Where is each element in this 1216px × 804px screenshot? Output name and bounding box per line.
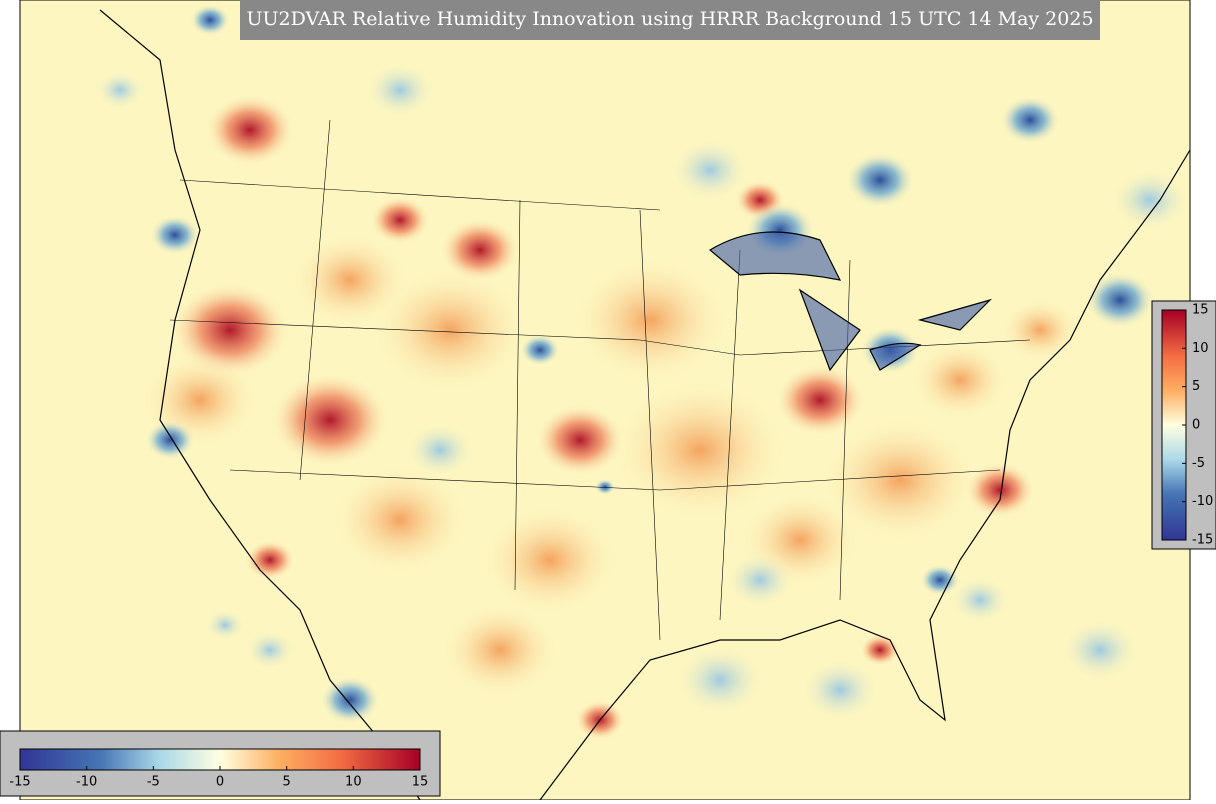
- field-blob: [725, 552, 795, 608]
- field-blob: [1060, 618, 1140, 682]
- field-blob: [245, 540, 295, 580]
- field-blob: [320, 676, 380, 724]
- state-lines: [169, 119, 1031, 641]
- innovation-field: [95, 4, 1190, 740]
- field-blob: [1085, 272, 1155, 328]
- east-coastline: [539, 149, 1191, 801]
- field-blob: [150, 215, 200, 255]
- colorbar-tick-label: 0: [1192, 418, 1200, 433]
- field-blob: [440, 218, 520, 282]
- field-blob: [800, 658, 880, 722]
- title-box: [240, 0, 1100, 40]
- boundaries: [99, 9, 1191, 801]
- field-blob: [370, 196, 430, 244]
- field-blob: [330, 464, 470, 576]
- field-blob: [440, 602, 560, 698]
- great-lakes: [708, 231, 993, 372]
- colorbar-tick-label: 10: [1192, 341, 1209, 356]
- colorbar-tick-label: 15: [1192, 303, 1209, 318]
- map-title: UU2DVAR Relative Humidity Innovation usi…: [246, 8, 1093, 30]
- field-blob: [860, 634, 900, 666]
- field-blob: [920, 564, 960, 596]
- field-blob: [480, 504, 620, 616]
- field-blob: [775, 364, 865, 436]
- colorbar-tick-label: -5: [1192, 456, 1205, 471]
- field-blob: [245, 630, 295, 670]
- field-blob: [145, 420, 195, 460]
- field-blob: [1000, 96, 1060, 144]
- field-blob: [570, 256, 730, 384]
- field-blob: [1110, 168, 1190, 232]
- field-blob: [270, 372, 390, 468]
- field-blob: [405, 422, 475, 478]
- field-blob: [365, 62, 435, 118]
- west-coastline: [99, 9, 421, 801]
- colorbar-tick-label: 15: [412, 775, 429, 790]
- field-blob: [520, 334, 560, 366]
- colorbar-tick-label: 10: [345, 775, 362, 790]
- colorbar-tick-label: -5: [147, 775, 160, 790]
- colorbar-tick-label: -10: [76, 775, 97, 790]
- field-blob: [820, 416, 980, 544]
- field-blob: [910, 340, 1010, 420]
- field-blob: [205, 609, 245, 641]
- field-blob: [595, 479, 615, 495]
- field-blob: [290, 232, 410, 328]
- field-blob: [965, 462, 1035, 518]
- field-blob: [950, 576, 1010, 624]
- colorbar-tick-label: 5: [283, 775, 291, 790]
- colorbar-tick-label: -10: [1192, 494, 1213, 509]
- colorbar-tick-label: -15: [1192, 533, 1213, 548]
- field-blob: [675, 644, 765, 716]
- field-blob: [205, 94, 295, 166]
- field-blob: [670, 138, 750, 202]
- field-blob: [95, 70, 145, 110]
- field-blob: [1000, 298, 1080, 362]
- colorbar-tick-label: -15: [9, 775, 30, 790]
- field-blob: [845, 152, 915, 208]
- field-blob: [610, 378, 790, 522]
- field-blob: [190, 4, 230, 36]
- colorbar-tick-label: 5: [1192, 379, 1200, 394]
- field-blob: [535, 404, 625, 476]
- field-blob: [370, 266, 530, 394]
- colorbar-tick-label: 0: [216, 775, 224, 790]
